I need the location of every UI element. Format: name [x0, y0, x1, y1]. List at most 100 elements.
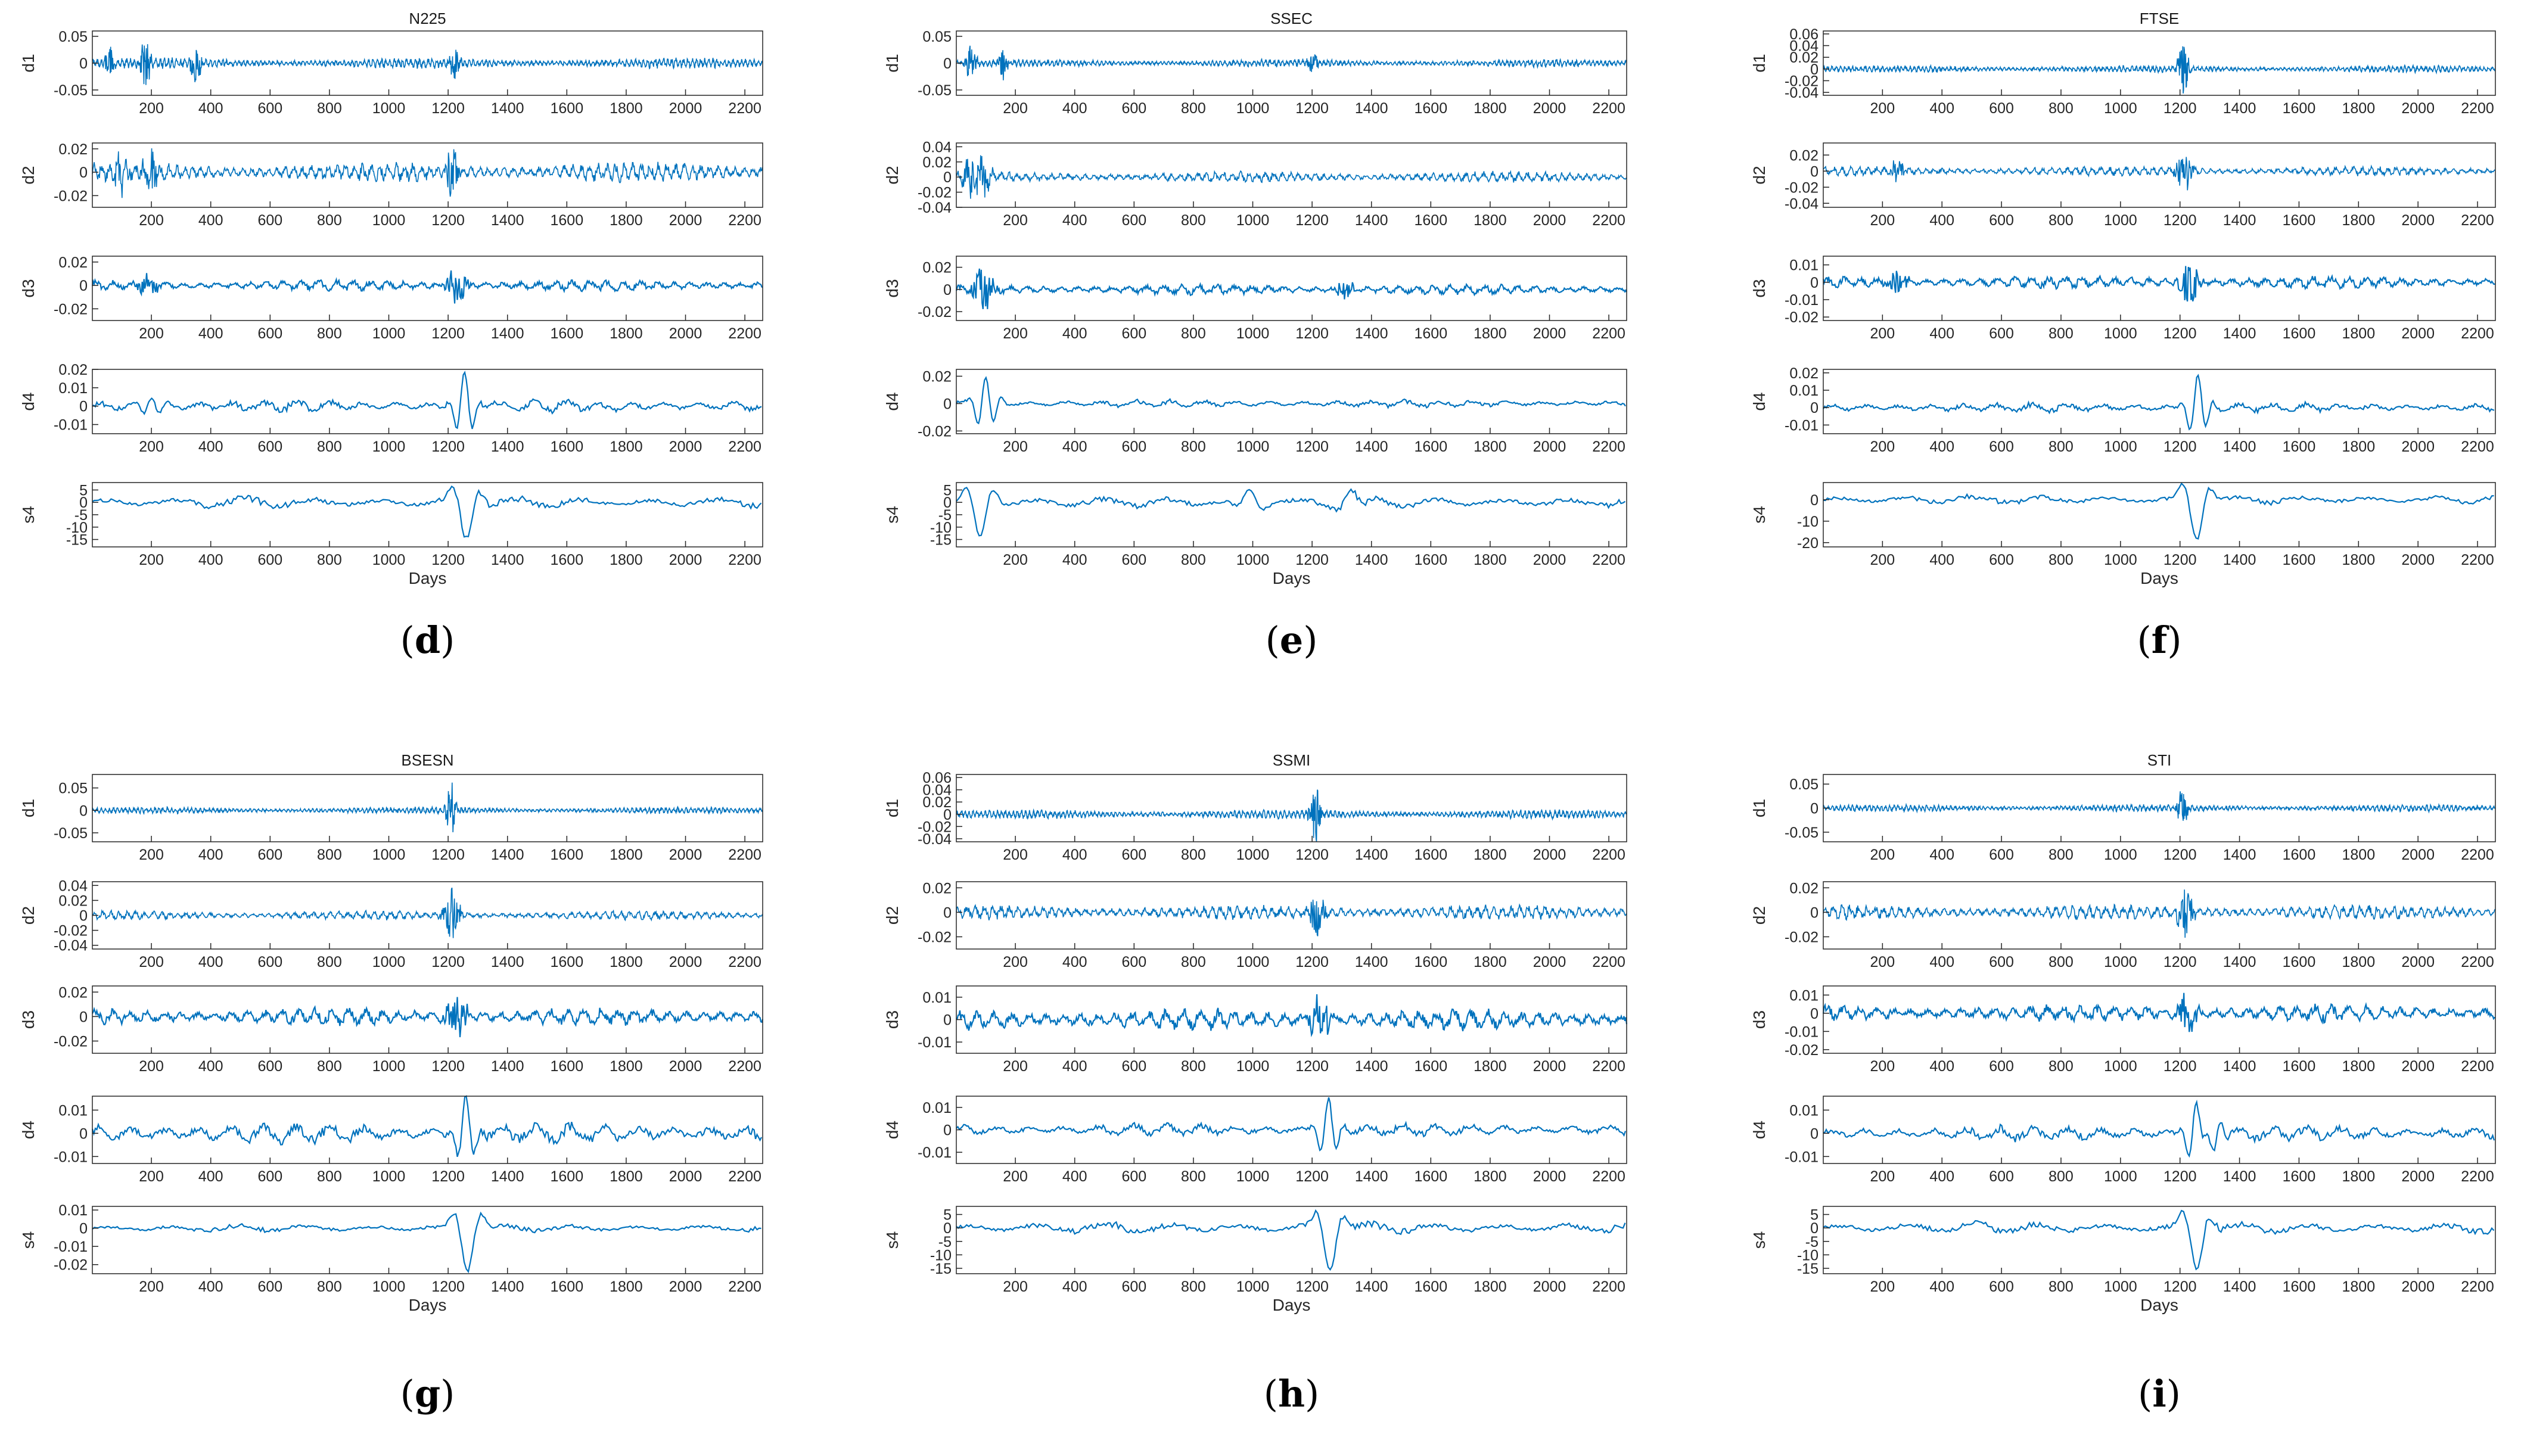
x-tick-label: 1000 — [372, 325, 406, 342]
x-tick-label: 1800 — [1474, 325, 1507, 342]
y-tick-label: 0.04 — [922, 782, 952, 799]
x-tick-label: 600 — [1989, 1278, 2014, 1295]
x-tick-label: 1400 — [2223, 212, 2256, 229]
x-tick-label: 400 — [1062, 438, 1087, 455]
x-tick-label: 2200 — [728, 100, 761, 117]
x-tick-label: 2200 — [1592, 325, 1625, 342]
x-tick-label: 800 — [1181, 438, 1206, 455]
y-tick-label: 0 — [943, 1220, 952, 1237]
x-tick-label: 1600 — [551, 1168, 584, 1185]
x-tick-label: 1000 — [1236, 325, 1270, 342]
x-tick-label: 1400 — [2223, 1168, 2256, 1185]
x-tick-label: 2000 — [669, 847, 702, 863]
y-tick-label: -0.04 — [1785, 195, 1819, 212]
series-line-d1 — [956, 789, 1627, 842]
x-tick-label: 600 — [1989, 847, 2014, 863]
x-tick-label: 200 — [139, 1168, 164, 1185]
subplot-d2: 200 400 600 800 1000 1200 1400 1600 1800 2000 2200… — [19, 141, 763, 229]
axes-box — [92, 774, 763, 842]
axes-box — [956, 1206, 1627, 1274]
x-tick-label: 400 — [198, 100, 223, 117]
axes-box — [956, 256, 1627, 321]
x-tick-label: 1600 — [551, 552, 584, 568]
x-tick-label: 1400 — [491, 552, 524, 568]
x-tick-label: 1000 — [2104, 1278, 2137, 1295]
series-line-d4 — [1823, 1099, 2495, 1158]
axes-box — [1823, 881, 2496, 950]
x-tick-label: 1600 — [1415, 847, 1448, 863]
x-tick-label: 2200 — [2461, 1168, 2494, 1185]
subplot-d4: 200 400 600 800 1000 1200 1400 1600 1800 2000 2200… — [19, 1095, 763, 1185]
y-tick-label: 0.01 — [1789, 257, 1819, 274]
x-tick-label: 1200 — [431, 1168, 465, 1185]
y-tick-label: -15 — [1797, 1261, 1819, 1277]
x-tick-label: 2200 — [728, 552, 761, 568]
x-tick-label: 200 — [1003, 1168, 1028, 1185]
x-tick-label: 200 — [1870, 1058, 1895, 1075]
x-tick-label: 600 — [1989, 325, 2014, 342]
x-tick-label: 2200 — [728, 438, 761, 455]
x-tick-label: 800 — [1181, 212, 1206, 229]
x-tick-label: 1600 — [1415, 552, 1448, 568]
x-tick-label: 800 — [317, 1278, 342, 1295]
y-tick-label: 0.02 — [922, 794, 952, 811]
x-tick-label: 2200 — [1592, 552, 1625, 568]
x-tick-label: 400 — [1929, 1278, 1954, 1295]
y-tick-label: -0.02 — [54, 301, 88, 318]
x-tick-label: 1200 — [2163, 438, 2197, 455]
x-tick-label: 600 — [257, 212, 282, 229]
y-tick-label: 5 — [943, 482, 952, 499]
x-tick-label: 1600 — [551, 438, 584, 455]
x-tick-label: 200 — [139, 438, 164, 455]
y-axis-label: d2 — [1750, 906, 1768, 925]
y-tick-label: 0 — [943, 396, 952, 412]
x-tick-label: 2200 — [2461, 212, 2494, 229]
y-tick-label: 0.02 — [922, 154, 952, 171]
x-tick-label: 1200 — [2163, 1168, 2197, 1185]
y-tick-label: 0 — [943, 904, 952, 921]
y-tick-label: -0.02 — [54, 923, 88, 939]
x-tick-label: 200 — [139, 847, 164, 863]
x-tick-label: 1600 — [1415, 1278, 1448, 1295]
x-tick-label: 1400 — [491, 212, 524, 229]
x-tick-label: 200 — [1870, 212, 1895, 229]
series-line-s4 — [1823, 1209, 2495, 1271]
y-tick-label: 0.01 — [1789, 987, 1819, 1004]
x-tick-label: 1200 — [431, 1058, 465, 1075]
y-tick-label: -0.01 — [1785, 417, 1819, 434]
x-tick-label: 400 — [198, 1168, 223, 1185]
y-axis-label: s4 — [19, 506, 38, 524]
x-tick-label: 1200 — [2163, 212, 2197, 229]
x-tick-label: 2000 — [669, 1278, 702, 1295]
x-tick-label: 1800 — [1474, 1168, 1507, 1185]
subplot-d2: 200 400 600 800 1000 1200 1400 1600 1800 2000 2200… — [883, 139, 1627, 229]
x-tick-label: 1800 — [1474, 438, 1507, 455]
x-tick-label: 1200 — [1295, 212, 1329, 229]
x-tick-label: 800 — [1181, 1058, 1206, 1075]
x-tick-label: 1400 — [491, 1278, 524, 1295]
x-tick-label: 1400 — [491, 847, 524, 863]
x-tick-label: 1400 — [2223, 954, 2256, 970]
x-tick-label: 1600 — [2283, 1168, 2316, 1185]
y-axis-label: d2 — [19, 166, 38, 184]
y-axis-label: d1 — [1750, 799, 1768, 817]
y-axis-label: s4 — [1750, 506, 1768, 524]
x-tick-label: 2000 — [2401, 1058, 2435, 1075]
x-tick-label: 200 — [1870, 438, 1895, 455]
subfigure-letter: g — [414, 1372, 441, 1415]
y-tick-label: 0 — [79, 1221, 88, 1237]
x-tick-label: 1600 — [551, 1058, 584, 1075]
x-tick-label: 600 — [257, 325, 282, 342]
x-tick-label: 2000 — [1533, 212, 1566, 229]
y-tick-label: 0 — [79, 908, 88, 925]
x-tick-label: 1400 — [2223, 438, 2256, 455]
x-tick-label: 2200 — [1592, 954, 1625, 970]
x-tick-label: 600 — [1121, 325, 1146, 342]
x-tick-label: 1400 — [491, 954, 524, 970]
y-tick-label: 0.02 — [922, 880, 952, 897]
x-tick-label: 2000 — [1533, 1278, 1566, 1295]
subplot-d2: 200 400 600 800 1000 1200 1400 1600 1800 2000 2200… — [19, 878, 763, 970]
x-tick-label: 1000 — [1236, 1278, 1270, 1295]
